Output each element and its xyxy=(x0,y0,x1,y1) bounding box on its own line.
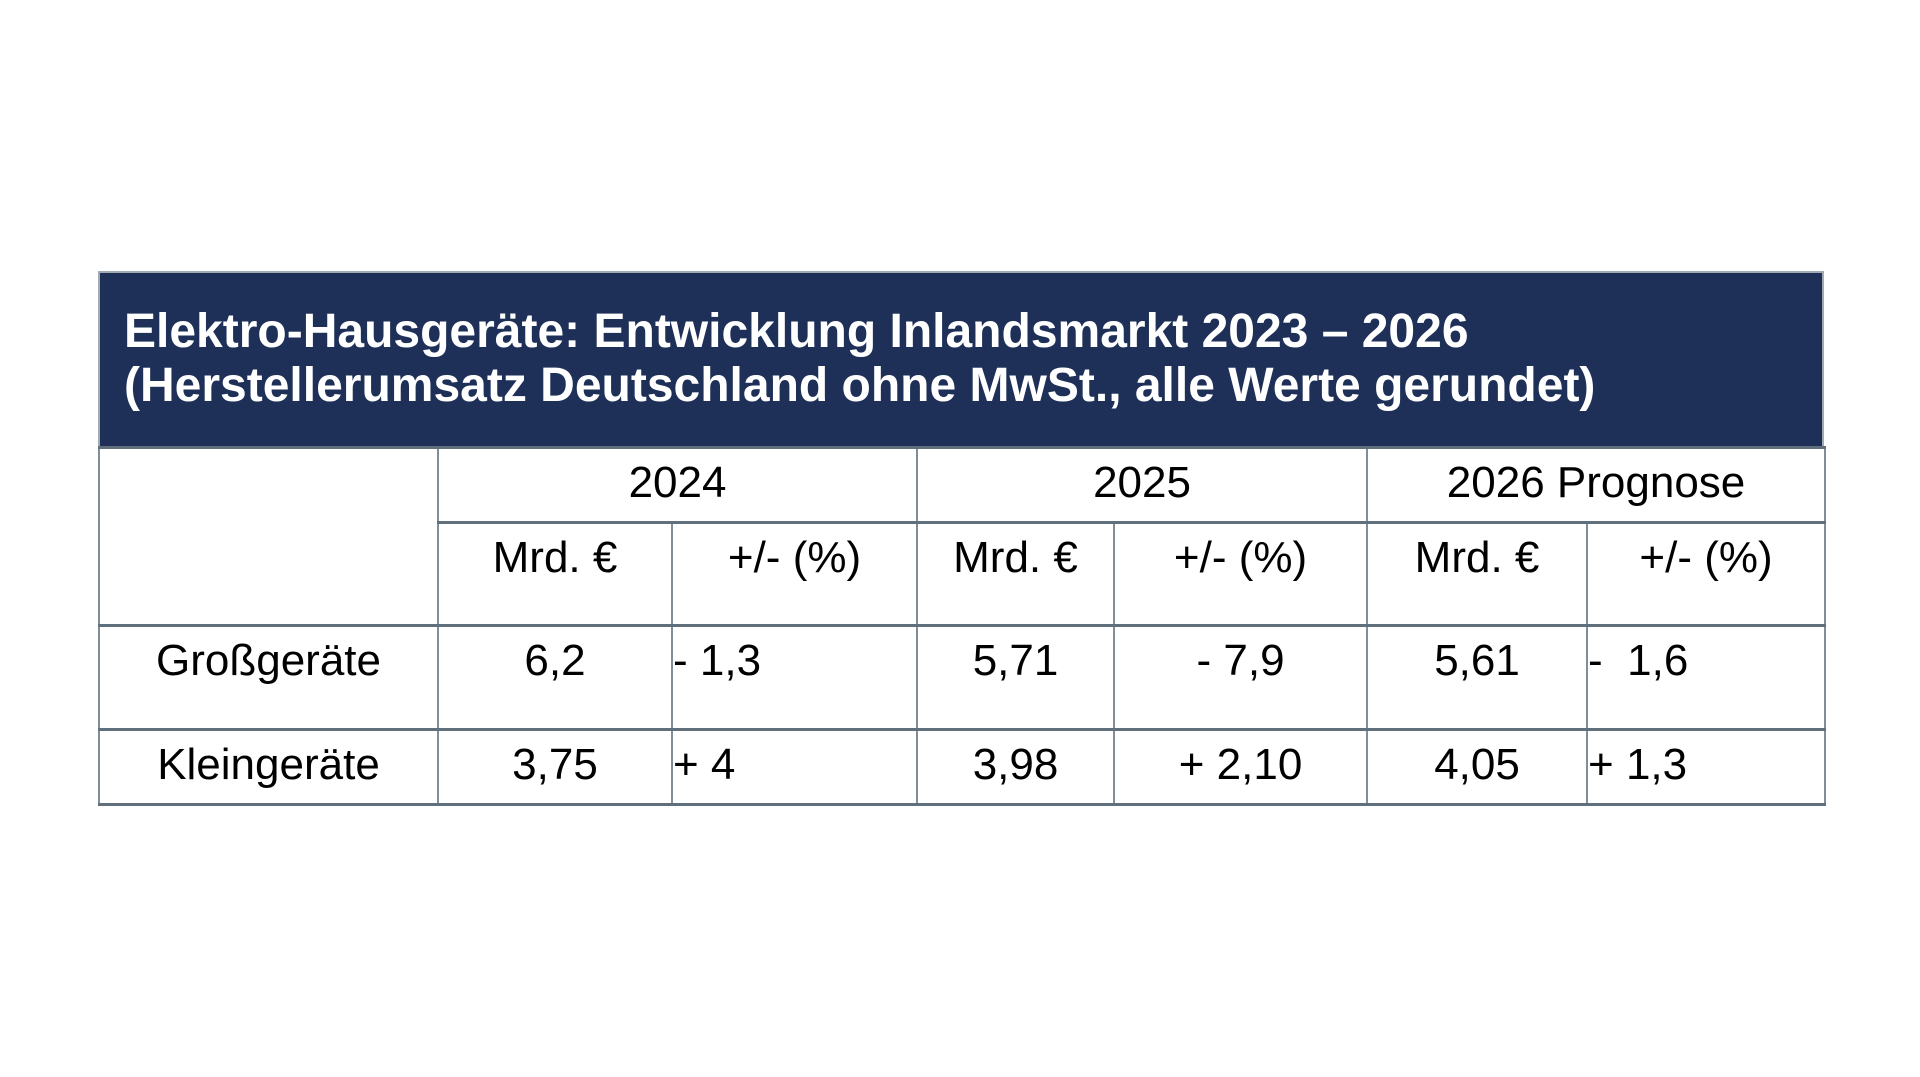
metric-header-row: Mrd. € +/- (%) Mrd. € +/- (%) Mrd. € +/-… xyxy=(99,521,1827,627)
value-cell: + 1,3 xyxy=(1586,728,1827,806)
metric-header-2026-pct: +/- (%) xyxy=(1586,521,1827,627)
value-cell: 4,05 xyxy=(1366,728,1589,806)
value-cell: 5,61 xyxy=(1366,624,1589,731)
metric-header-2024-mrd: Mrd. € xyxy=(437,521,673,627)
metric-header-2025-pct: +/- (%) xyxy=(1113,521,1369,627)
value-cell: + 2,10 xyxy=(1113,728,1369,806)
year-header-row: 2024 2025 2026 Prognose xyxy=(98,446,1827,627)
table-title-banner: Elektro-Hausgeräte: Entwicklung Inlandsm… xyxy=(98,271,1824,446)
table-title-line1: Elektro-Hausgeräte: Entwicklung Inlandsm… xyxy=(124,305,1469,358)
metric-header-2024-pct: +/- (%) xyxy=(670,521,919,627)
data-table: 2024 2025 2026 Prognose Mrd. € +/- (%) M… xyxy=(98,446,1827,806)
value-cell: 3,75 xyxy=(437,728,673,806)
market-table: Elektro-Hausgeräte: Entwicklung Inlandsm… xyxy=(98,271,1827,806)
value-cell: - 1,6 xyxy=(1586,624,1827,731)
table-title-line2: (Herstellerumsatz Deutschland ohne MwSt.… xyxy=(124,359,1596,412)
row-label: Kleingeräte xyxy=(98,728,439,806)
table-row-grossgeraete: Großgeräte 6,2 - 1,3 5,71 - 7,9 5,61 - 1… xyxy=(98,624,1827,731)
corner-cell xyxy=(98,446,439,627)
value-cell: 3,98 xyxy=(916,728,1116,806)
value-cell: 6,2 xyxy=(437,624,673,731)
year-header-2025: 2025 xyxy=(916,446,1369,524)
row-label: Großgeräte xyxy=(98,624,439,731)
metric-header-2025-mrd: Mrd. € xyxy=(916,521,1116,627)
table-row-kleingeraete: Kleingeräte 3,75 + 4 3,98 + 2,10 4,05 + … xyxy=(98,728,1827,806)
metric-header-2026-mrd: Mrd. € xyxy=(1366,521,1589,627)
year-header-2026-prognose: 2026 Prognose xyxy=(1366,446,1827,524)
value-cell: - 7,9 xyxy=(1113,624,1369,731)
value-cell: - 1,3 xyxy=(670,624,919,731)
value-cell: + 4 xyxy=(670,728,919,806)
year-header-2024: 2024 xyxy=(436,446,919,524)
value-cell: 5,71 xyxy=(916,624,1116,731)
